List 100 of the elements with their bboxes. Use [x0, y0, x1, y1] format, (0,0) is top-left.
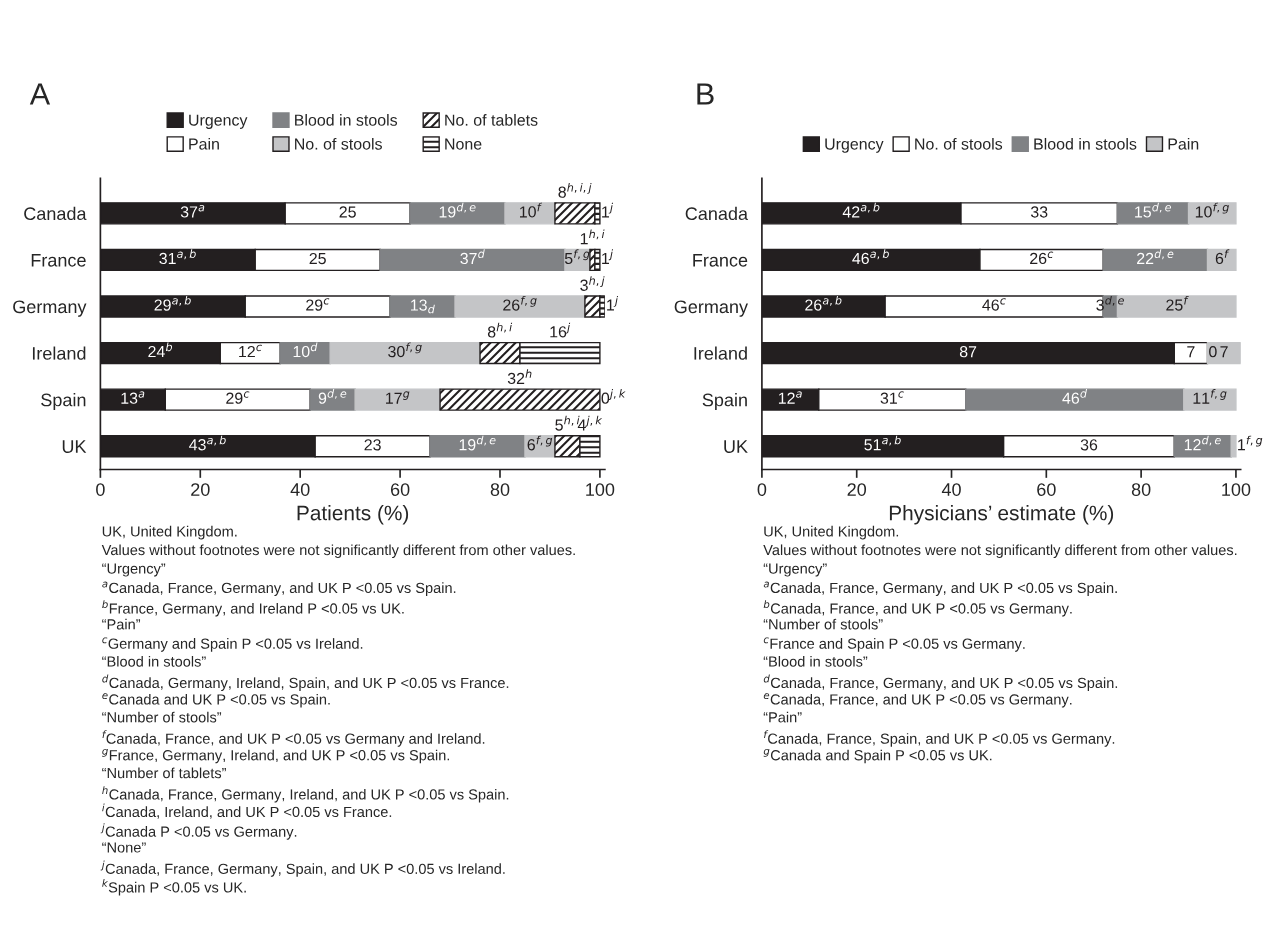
bar	[504, 202, 556, 225]
bar	[389, 295, 456, 318]
bar	[439, 388, 601, 411]
data-label: 33	[1030, 206, 1048, 218]
data-label: 12$^{c}$	[239, 344, 262, 358]
text: “Pain”	[102, 618, 141, 630]
data-label: 1$^{h,i}$	[580, 229, 605, 245]
text: $^{k}$Spain P <0.05 vs UK.	[102, 879, 246, 896]
bar	[409, 202, 506, 225]
x-tick-label: 60	[1037, 483, 1056, 496]
text: “Urgency”	[102, 563, 166, 577]
legend-label: None	[445, 138, 482, 150]
text: $^{d}$Canada, Germany, Ireland, Spain, and UK P <0.05 vs France.	[102, 674, 509, 691]
text: “Blood in stools”	[763, 655, 868, 667]
data-label: 36	[1080, 439, 1098, 451]
bar	[329, 341, 481, 365]
data-label: 29$^{a,b}$	[154, 295, 191, 311]
y-tick-label: France	[31, 254, 86, 267]
x-tick-label: 80	[490, 483, 510, 496]
data-label: 46$^{a,b}$	[852, 249, 889, 265]
text: $^{i}$Canada, Ireland, and UK P <0.05 vs France.	[102, 803, 392, 819]
data-label: 37$^{a}$	[180, 205, 205, 218]
data-label: 19$^{d,e}$	[439, 202, 476, 218]
data-label: 22$^{d,e}$	[1137, 249, 1174, 264]
data-label: 51$^{a,b}$	[864, 435, 901, 451]
data-label: 31$^{a,b}$	[159, 249, 196, 265]
y-tick-label: Spain	[41, 393, 86, 410]
legend-label: Pain	[1168, 137, 1199, 150]
data-label: 31$^{c}$	[880, 391, 904, 404]
data-label: 26$^{a,b}$	[805, 295, 842, 311]
text: $^{d}$Canada, France, Germany, and UK P <0.05 vs Spain.	[763, 674, 1118, 691]
data-label: 6$^{f,g}$	[527, 435, 553, 451]
text: $^{c}$France and Spain P <0.05 vs Germany.	[763, 637, 1025, 652]
bar	[1183, 388, 1237, 411]
data-label: 42$^{a,b}$	[842, 202, 880, 218]
text: $^{g}$Canada and Spain P <0.05 vs UK.	[763, 748, 992, 764]
data-label: 0$^{j,k}$	[601, 389, 626, 404]
legend-label: Blood in stools	[1034, 137, 1137, 150]
text: $^{b}$France, Germany, and Ireland P <0.05 vs UK.	[102, 600, 404, 617]
data-label: 8$^{h,i}$	[487, 322, 513, 338]
text: “Urgency”	[763, 563, 827, 577]
text: $^{b}$Canada, France, and UK P <0.05 vs Germany.	[763, 600, 1072, 617]
legend-label: No. of stools	[915, 137, 1003, 150]
x-axis-title: Patients (%)	[297, 505, 409, 525]
x-tick-label: 100	[586, 483, 615, 496]
x-tick-label: 0	[757, 483, 767, 496]
data-label: 25$^{f}$	[1166, 295, 1189, 311]
bar	[1187, 202, 1237, 225]
legend-label: Blood in stools	[295, 114, 398, 126]
legend-label: No. of tablets	[445, 114, 538, 126]
bar	[379, 248, 566, 272]
text: $^{j}$Canada P <0.05 vs Germany.	[100, 823, 297, 840]
text: Values without footnotes were not significantly different from other values.	[101, 544, 575, 559]
data-label: 12$^{a}$	[778, 391, 802, 404]
data-label: 17$^{g}$	[386, 391, 410, 404]
data-label: 8$^{h,i,j}$	[558, 182, 592, 198]
y-tick-label: Germany	[674, 300, 748, 317]
bar	[454, 295, 586, 318]
data-label: 30$^{f,g}$	[388, 342, 422, 358]
data-label: 26$^{f,g}$	[503, 295, 537, 311]
data-label: 13$^{a}$	[121, 391, 145, 404]
data-label: 12$^{d,e}$	[1184, 435, 1221, 451]
data-label: 10$^{f,g}$	[1195, 202, 1229, 218]
data-label: 1$^{j}$	[602, 202, 614, 218]
text: $^{a}$Canada, France, Germany, and UK P <0.05 vs Spain.	[763, 581, 1117, 596]
text: Values without footnotes were not significantly different from other values.	[763, 544, 1237, 559]
text: $^{c}$Germany and Spain P <0.05 vs Ireland.	[102, 637, 363, 652]
text: “Number of tablets”	[102, 767, 226, 779]
bar	[354, 388, 441, 411]
text: “Pain”	[763, 711, 802, 723]
x-tick-label: 40	[941, 483, 961, 496]
bar	[429, 435, 526, 458]
data-label: 0	[1209, 346, 1217, 358]
text: $^{j}$Canada, France, Germany, Spain, and UK P <0.05 vs Ireland.	[100, 860, 505, 877]
text: $^{f}$Canada, France, and UK P <0.05 vs Germany and Ireland.	[102, 730, 485, 747]
data-label: 10$^{f}$	[520, 202, 543, 218]
text: $^{f}$Canada, France, Spain, and UK P <0.05 vs Germany.	[764, 730, 1115, 747]
y-tick-label: Germany	[13, 300, 87, 317]
text: $^{e}$Canada and UK P <0.05 vs Spain.	[102, 693, 330, 708]
bar	[1206, 248, 1237, 272]
data-label: 6$^{f}$	[1215, 249, 1230, 265]
data-label: 43$^{a,b}$	[189, 435, 226, 451]
data-label: 24$^{b}$	[148, 342, 173, 358]
x-tick-label: 20	[191, 483, 210, 496]
y-tick-label: UK	[62, 440, 87, 453]
data-label: 7	[1220, 346, 1228, 358]
text: “None”	[102, 842, 146, 853]
data-label: 87	[959, 346, 977, 358]
data-label: 15$^{d,e}$	[1135, 202, 1172, 218]
data-label: 1$^{j}$	[602, 249, 614, 264]
y-tick-label: Ireland	[694, 346, 747, 360]
text: UK, United Kingdom.	[764, 525, 899, 540]
data-label: 25	[339, 206, 356, 218]
data-label: 1$^{j}$	[607, 295, 619, 311]
x-tick-label: 40	[290, 483, 310, 496]
legend-label: Pain	[189, 137, 219, 150]
data-label: 26$^{c}$	[1030, 251, 1054, 265]
bar	[1230, 435, 1237, 458]
data-label: 29$^{c}$	[306, 298, 330, 311]
y-tick-label: Canada	[685, 206, 749, 221]
